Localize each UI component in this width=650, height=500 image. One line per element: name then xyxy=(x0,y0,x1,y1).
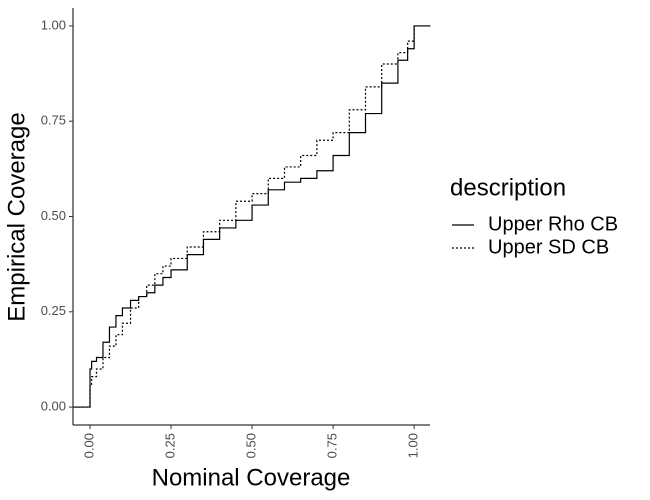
y-axis-label: Empirical Coverage xyxy=(3,112,30,321)
x-tick-label: 0.00 xyxy=(81,433,96,458)
x-tick-label: 1.00 xyxy=(406,433,421,458)
y-tick-label: 0.50 xyxy=(41,208,66,223)
x-tick-label: 0.75 xyxy=(325,433,340,458)
x-tick-label: 0.50 xyxy=(244,433,259,458)
y-tick-label: 0.00 xyxy=(41,399,66,414)
y-tick-label: 1.00 xyxy=(41,17,66,32)
y-tick-label: 0.25 xyxy=(41,303,66,318)
legend-title: description xyxy=(450,174,566,201)
x-tick-label: 0.25 xyxy=(162,433,177,458)
legend-label: Upper Rho CB xyxy=(488,213,618,235)
series-line xyxy=(73,25,431,408)
series-line xyxy=(73,25,431,408)
y-tick-label: 0.75 xyxy=(41,113,66,128)
x-axis-label: Nominal Coverage xyxy=(152,464,351,491)
legend-label: Upper SD CB xyxy=(488,236,609,258)
